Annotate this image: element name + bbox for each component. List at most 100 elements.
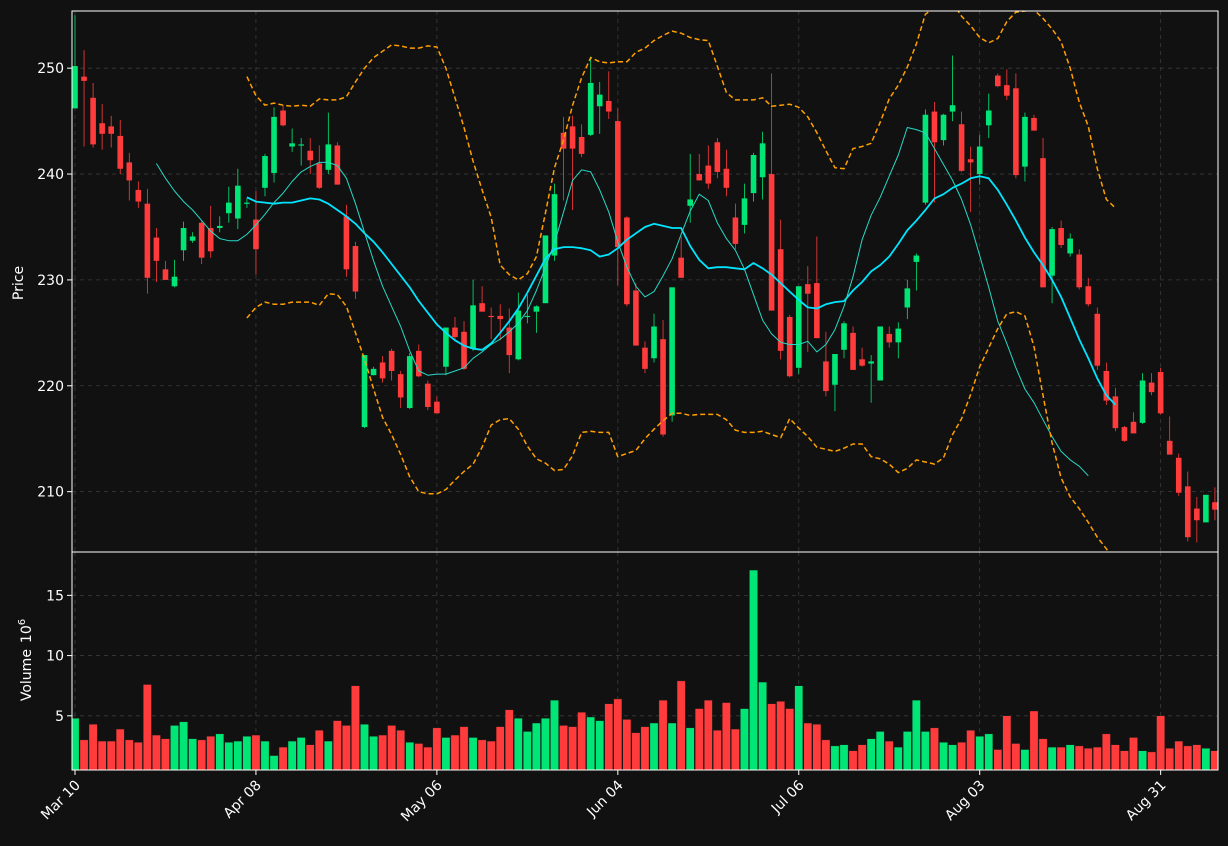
volume-bar xyxy=(152,734,161,770)
volume-bar xyxy=(749,569,758,770)
candle-body xyxy=(198,222,205,258)
volume-bar xyxy=(1174,740,1184,770)
volume-bar xyxy=(993,749,1003,770)
volume-bar xyxy=(794,685,804,770)
volume-bar xyxy=(1038,738,1048,770)
candle-body xyxy=(940,114,947,141)
volume-bar xyxy=(667,722,677,770)
volume-bar xyxy=(324,740,333,770)
candle-body xyxy=(587,82,594,135)
price-y-tick-label: 220 xyxy=(37,379,64,395)
volume-bar xyxy=(369,736,378,770)
volume-bar xyxy=(984,733,994,770)
volume-bar xyxy=(387,725,396,770)
candle-body xyxy=(434,401,440,414)
candle-body xyxy=(958,124,965,171)
candle-body xyxy=(642,347,648,369)
volume-bar xyxy=(857,744,867,770)
candle-body xyxy=(488,315,494,318)
candle-body xyxy=(1058,228,1064,245)
volume-bar xyxy=(568,726,577,770)
volume-bar xyxy=(342,725,351,770)
candle-body xyxy=(244,202,250,204)
volume-bars xyxy=(72,569,1218,770)
candle-body xyxy=(922,114,929,203)
candle-body xyxy=(533,306,540,312)
candle-body xyxy=(1004,85,1010,96)
volume-bar xyxy=(1129,737,1138,770)
volume-bar xyxy=(206,736,216,770)
candle-body xyxy=(569,126,576,149)
candle-body xyxy=(868,361,874,364)
volume-bar xyxy=(215,733,225,770)
candle-body xyxy=(343,216,350,270)
candle-body xyxy=(633,290,639,346)
candle-body xyxy=(931,111,938,143)
volume-bar xyxy=(758,681,767,770)
volume-bar xyxy=(1020,749,1030,770)
candle-body xyxy=(307,150,314,161)
volume-bar xyxy=(504,709,514,770)
volume-bar xyxy=(486,740,496,770)
candle-body xyxy=(1031,117,1037,131)
candle-body xyxy=(1094,313,1101,366)
candle-body xyxy=(90,97,96,145)
candle-body xyxy=(171,276,178,287)
volume-bar xyxy=(106,740,116,770)
volume-bar xyxy=(514,718,523,770)
candle-body xyxy=(823,361,829,392)
candle-body xyxy=(415,350,422,377)
volume-bar xyxy=(812,724,822,770)
candle-body xyxy=(1157,372,1164,414)
ma-fast-line xyxy=(155,127,1089,477)
candle-body xyxy=(1148,382,1155,393)
volume-bar xyxy=(314,730,324,770)
candle-body xyxy=(298,144,304,146)
candle-body xyxy=(786,316,793,377)
volume-bar xyxy=(97,740,107,770)
candle-body xyxy=(452,327,458,338)
candle-body xyxy=(144,203,151,278)
candle-body xyxy=(370,368,377,376)
volume-bar xyxy=(360,724,369,770)
volume-bar xyxy=(830,745,840,770)
volume-bar xyxy=(72,718,80,770)
price-axis-label: Price xyxy=(11,266,27,300)
volume-bar xyxy=(658,699,668,770)
candle-body xyxy=(99,123,105,134)
volume-bar xyxy=(912,699,921,770)
volume-bar xyxy=(640,726,650,770)
candle-body xyxy=(515,310,522,360)
candle-body xyxy=(624,217,630,305)
volume-bar xyxy=(432,727,442,770)
candle-body xyxy=(262,156,268,188)
volume-bar xyxy=(722,702,731,770)
volume-bar xyxy=(595,720,605,770)
candle-body xyxy=(1022,116,1028,167)
candle-body xyxy=(850,332,856,370)
candle-body xyxy=(1175,457,1182,493)
volume-bar xyxy=(1102,733,1111,770)
volume-bar xyxy=(197,739,206,770)
candle-body xyxy=(207,228,214,252)
volume-bar xyxy=(441,737,451,770)
candle-body xyxy=(1121,427,1128,441)
candle-body xyxy=(162,269,169,280)
candle-body xyxy=(352,246,359,292)
volume-bar xyxy=(767,703,776,770)
candle-body xyxy=(596,94,603,107)
volume-bar xyxy=(405,742,415,770)
candle-body xyxy=(741,198,748,225)
candle-body xyxy=(985,110,992,126)
volume-bar xyxy=(631,732,641,770)
candle-body xyxy=(180,228,187,251)
candle-body xyxy=(660,339,666,435)
candle-body xyxy=(976,146,983,175)
volume-bar xyxy=(703,699,713,770)
candle-body xyxy=(904,288,911,308)
band-lower-line xyxy=(246,292,1110,552)
candle-body xyxy=(316,163,323,188)
volume-bar xyxy=(957,742,966,770)
volume-bar xyxy=(1074,745,1084,770)
